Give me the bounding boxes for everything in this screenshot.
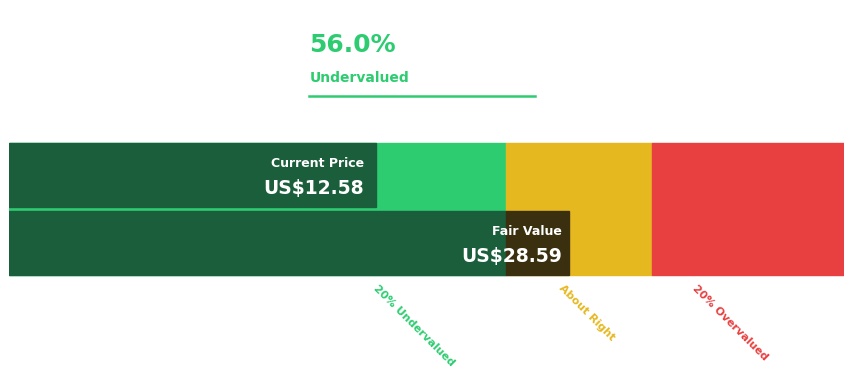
Text: 20% Undervalued: 20% Undervalued — [371, 283, 456, 367]
Bar — [652, 143, 843, 275]
Text: Fair Value: Fair Value — [492, 225, 561, 238]
Text: 56.0%: 56.0% — [309, 33, 395, 57]
Text: US$12.58: US$12.58 — [263, 179, 363, 198]
Text: US$28.59: US$28.59 — [461, 247, 561, 266]
Bar — [9, 211, 505, 275]
Bar — [9, 143, 376, 207]
Text: Undervalued: Undervalued — [309, 71, 409, 85]
Text: 20% Overvalued: 20% Overvalued — [690, 283, 769, 362]
Bar — [505, 143, 652, 275]
Bar — [505, 211, 568, 275]
Text: Current Price: Current Price — [270, 157, 363, 170]
Text: About Right: About Right — [556, 283, 616, 342]
Bar — [9, 143, 505, 275]
